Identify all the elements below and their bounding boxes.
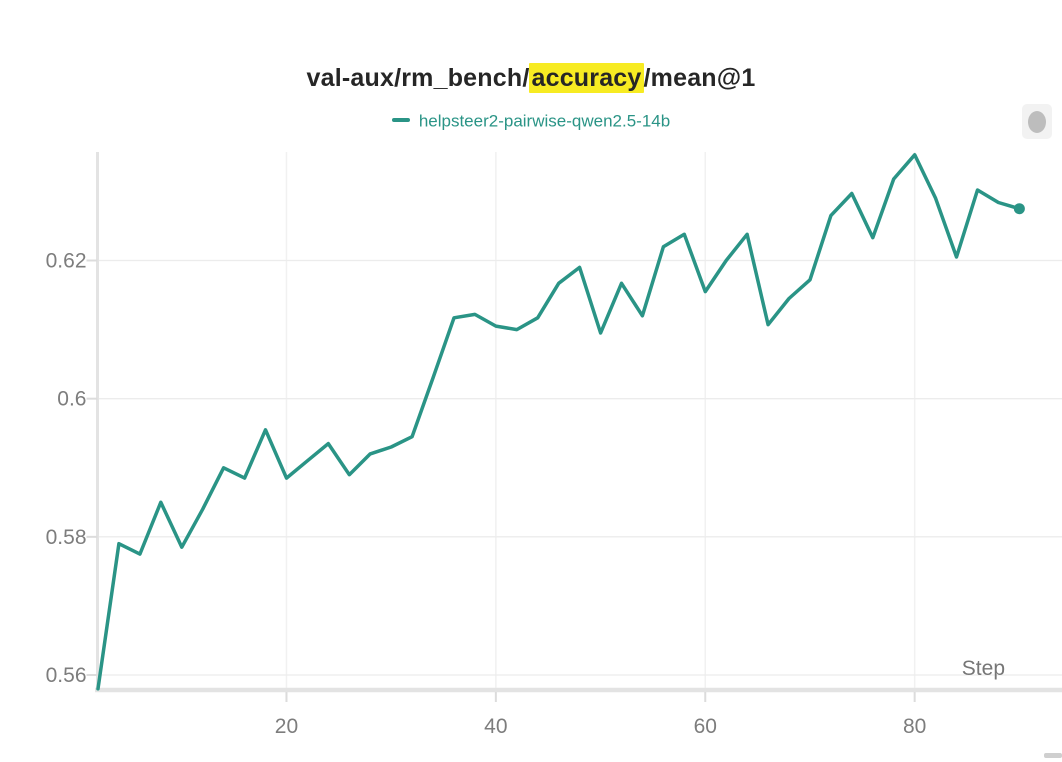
y-tick-label: 0.56	[46, 664, 87, 687]
x-tick-label: 20	[275, 715, 298, 738]
end-point-marker	[1013, 203, 1025, 215]
legend-label: helpsteer2-pairwise-qwen2.5-14b	[418, 111, 671, 131]
y-tick-label: 0.58	[46, 526, 87, 549]
chart-title: val-aux/rm_bench/accuracy/mean@1	[0, 63, 1062, 93]
scrollbar-fragment[interactable]	[1044, 753, 1062, 758]
y-tick-label: 0.6	[57, 388, 86, 411]
x-tick-label: 60	[694, 715, 717, 738]
chart-title-prefix: val-aux/rm_bench/	[306, 64, 530, 92]
data-series-line	[96, 153, 1022, 691]
chart-legend: helpsteer2-pairwise-qwen2.5-14b	[0, 111, 1062, 132]
x-axis-title: Step	[961, 657, 1005, 680]
x-tick-label: 40	[484, 715, 507, 738]
drag-handle-icon	[1028, 110, 1046, 133]
chart-title-suffix: /mean@1	[643, 64, 756, 92]
legend-line-swatch	[391, 118, 410, 123]
y-tick-label: 0.62	[46, 250, 87, 273]
x-tick-label: 80	[903, 715, 926, 738]
panel-options-button[interactable]	[1022, 104, 1052, 139]
chart-title-highlight: accuracy	[529, 63, 644, 93]
